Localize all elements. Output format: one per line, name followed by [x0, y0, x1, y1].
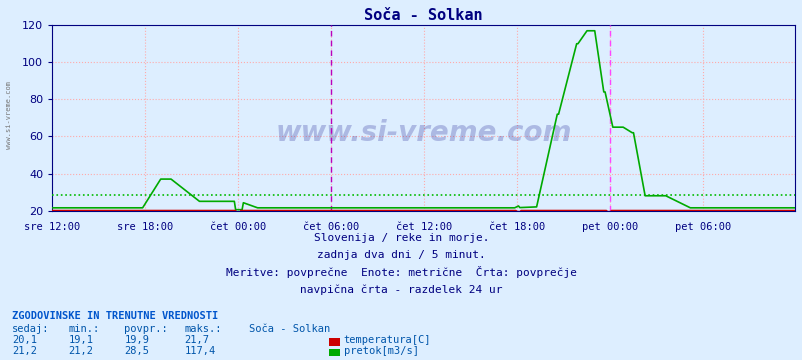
Text: ZGODOVINSKE IN TRENUTNE VREDNOSTI: ZGODOVINSKE IN TRENUTNE VREDNOSTI: [12, 311, 218, 321]
Text: sre 12:00: sre 12:00: [24, 222, 80, 233]
Text: povpr.:: povpr.:: [124, 324, 168, 334]
Text: pet 00:00: pet 00:00: [581, 222, 638, 233]
Text: navpična črta - razdelek 24 ur: navpična črta - razdelek 24 ur: [300, 284, 502, 295]
Text: 21,2: 21,2: [68, 346, 93, 356]
Text: pretok[m3/s]: pretok[m3/s]: [343, 346, 418, 356]
Text: min.:: min.:: [68, 324, 99, 334]
Text: čet 12:00: čet 12:00: [395, 222, 452, 233]
Text: čet 06:00: čet 06:00: [302, 222, 359, 233]
Text: 117,4: 117,4: [184, 346, 216, 356]
Text: 19,1: 19,1: [68, 335, 93, 345]
Text: Soča - Solkan: Soča - Solkan: [249, 324, 330, 334]
Title: Soča - Solkan: Soča - Solkan: [364, 8, 482, 23]
Text: www.si-vreme.com: www.si-vreme.com: [6, 81, 12, 149]
Text: sedaj:: sedaj:: [12, 324, 50, 334]
Text: Meritve: povprečne  Enote: metrične  Črta: povprečje: Meritve: povprečne Enote: metrične Črta:…: [225, 266, 577, 278]
Text: 20,1: 20,1: [12, 335, 37, 345]
Text: sre 18:00: sre 18:00: [117, 222, 173, 233]
Text: 21,2: 21,2: [12, 346, 37, 356]
Text: 28,5: 28,5: [124, 346, 149, 356]
Text: zadnja dva dni / 5 minut.: zadnja dva dni / 5 minut.: [317, 251, 485, 261]
Text: www.si-vreme.com: www.si-vreme.com: [275, 119, 571, 147]
Text: 19,9: 19,9: [124, 335, 149, 345]
Text: pet 06:00: pet 06:00: [674, 222, 731, 233]
Text: maks.:: maks.:: [184, 324, 222, 334]
Text: 21,7: 21,7: [184, 335, 209, 345]
Text: čet 00:00: čet 00:00: [210, 222, 266, 233]
Text: Slovenija / reke in morje.: Slovenija / reke in morje.: [314, 233, 488, 243]
Text: čet 18:00: čet 18:00: [488, 222, 545, 233]
Text: temperatura[C]: temperatura[C]: [343, 335, 431, 345]
